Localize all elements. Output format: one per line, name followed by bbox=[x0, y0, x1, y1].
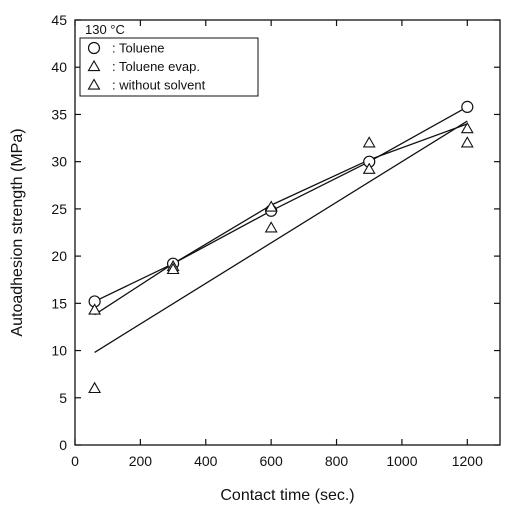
triangle-point-series-3 bbox=[88, 381, 102, 394]
y-tick-label: 20 bbox=[51, 248, 67, 264]
triangle-point-series-3 bbox=[362, 136, 376, 148]
y-tick-label: 30 bbox=[51, 154, 67, 170]
legend-label-1: : Toluene bbox=[112, 41, 165, 56]
legend-marker-1 bbox=[87, 41, 101, 55]
trend-line-series-3 bbox=[94, 120, 468, 353]
plot-frame bbox=[74, 19, 501, 446]
legend-label-3: : without solvent bbox=[112, 78, 206, 93]
triangle-point-series-3 bbox=[460, 136, 474, 148]
x-tick-label: 200 bbox=[129, 453, 153, 469]
y-tick-label: 10 bbox=[51, 343, 67, 359]
legend: : Toluene : Toluene evap. : without solven… bbox=[79, 37, 259, 97]
triangle-point-series-2 bbox=[88, 303, 102, 315]
legend-box bbox=[79, 37, 259, 97]
plot-area: 0 200 400 600 800 1000 1200 0 5 10 15 20 25 30 35 40 45 bbox=[51, 12, 501, 469]
x-tick-label: 400 bbox=[194, 453, 218, 469]
legend-marker-3 bbox=[87, 78, 101, 90]
triangle-point-series-2 bbox=[264, 200, 278, 212]
legend-marker-2 bbox=[87, 59, 101, 72]
temperature-annotation: 130 °C bbox=[85, 22, 125, 37]
data-markers bbox=[88, 100, 474, 394]
x-tick-label: 600 bbox=[259, 453, 283, 469]
x-tick-label: 0 bbox=[71, 453, 79, 469]
tick-marks bbox=[74, 19, 500, 446]
y-tick-label: 40 bbox=[51, 59, 67, 75]
x-axis-label: Contact time (sec.) bbox=[220, 487, 354, 504]
legend-label-2: : Toluene evap. bbox=[112, 59, 200, 74]
x-tick-label: 1200 bbox=[452, 453, 483, 469]
y-tick-label: 45 bbox=[51, 12, 67, 28]
trend-line-series-1 bbox=[94, 106, 468, 302]
y-tick-label: 0 bbox=[59, 437, 67, 453]
x-tick-label: 800 bbox=[325, 453, 349, 469]
trend-lines bbox=[94, 106, 468, 353]
y-tick-label: 5 bbox=[59, 390, 67, 406]
y-axis-label: Autoadhesion strength (MPa) bbox=[9, 128, 26, 336]
circle-point-series-1 bbox=[461, 100, 474, 113]
y-tick-label: 25 bbox=[51, 201, 67, 217]
triangle-point-series-2 bbox=[362, 162, 376, 174]
triangle-point-series-2 bbox=[460, 121, 474, 134]
y-tick-label: 35 bbox=[51, 106, 67, 122]
triangle-point-series-3 bbox=[166, 262, 180, 275]
tick-labels: 0 200 400 600 800 1000 1200 0 5 10 15 20 25 30 35 40 45 bbox=[51, 12, 483, 469]
triangle-point-series-3 bbox=[264, 221, 278, 233]
y-tick-label: 15 bbox=[51, 295, 67, 311]
x-tick-label: 1000 bbox=[386, 453, 417, 469]
trend-line-series-2 bbox=[94, 123, 468, 316]
legend-entries: : Toluene : Toluene evap. : without solven… bbox=[87, 41, 206, 93]
